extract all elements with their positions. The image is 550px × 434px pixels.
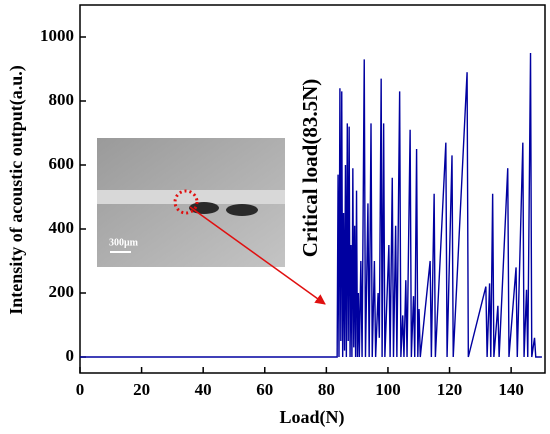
y-tick-label: 600 bbox=[49, 154, 75, 173]
y-tick-label: 200 bbox=[49, 282, 75, 301]
y-tick-label: 0 bbox=[66, 346, 75, 365]
x-tick-label: 100 bbox=[375, 380, 401, 399]
x-tick-label: 120 bbox=[437, 380, 463, 399]
x-tick-label: 60 bbox=[256, 380, 273, 399]
x-axis-label: Load(N) bbox=[279, 407, 344, 428]
x-tick-label: 140 bbox=[498, 380, 524, 399]
x-tick-label: 40 bbox=[195, 380, 212, 399]
inset-image: 300μm bbox=[97, 138, 285, 267]
y-tick-label: 400 bbox=[49, 218, 75, 237]
data-line bbox=[80, 52, 542, 358]
y-axis-label: Intensity of acoustic output(a.u.) bbox=[6, 65, 27, 315]
plot-frame bbox=[79, 4, 546, 374]
x-tick-label: 0 bbox=[76, 380, 85, 399]
arrow bbox=[189, 206, 326, 305]
inset-scale-label: 300μm bbox=[109, 237, 139, 248]
y-tick-label: 1000 bbox=[40, 26, 74, 45]
annotation: Critical load(83.5N) bbox=[298, 79, 322, 257]
x-tick-label: 20 bbox=[133, 380, 150, 399]
x-tick-label: 80 bbox=[318, 380, 335, 399]
y-tick-label: 800 bbox=[49, 90, 75, 109]
